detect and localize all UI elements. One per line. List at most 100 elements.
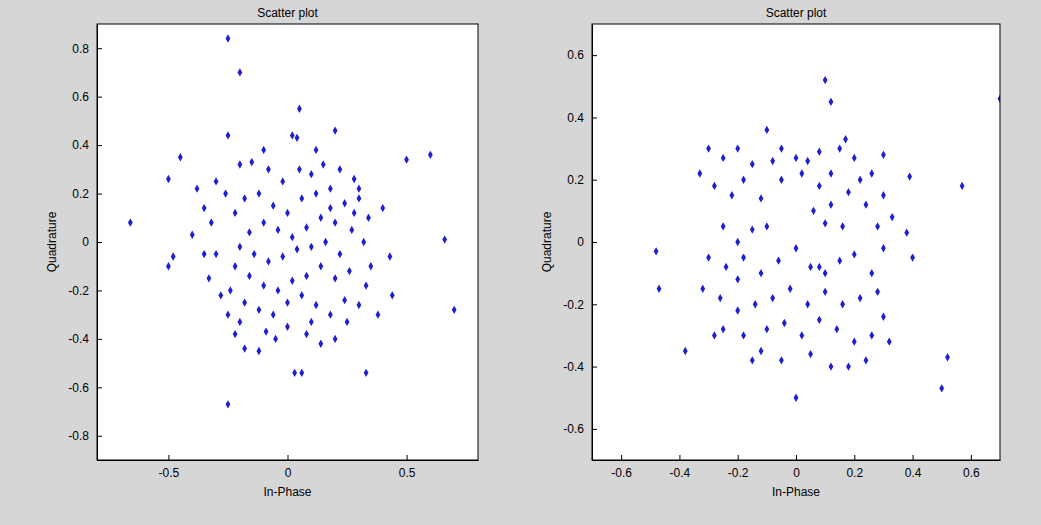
tick-mark xyxy=(97,97,102,98)
point xyxy=(380,204,385,212)
point xyxy=(364,369,369,377)
point xyxy=(207,274,212,282)
point xyxy=(352,175,357,183)
point xyxy=(318,214,323,222)
tick-mark xyxy=(97,436,102,437)
tick-mark xyxy=(97,339,102,340)
tick-label: -0.4 xyxy=(670,466,691,480)
point xyxy=(166,175,171,183)
point xyxy=(829,169,834,177)
point xyxy=(817,148,822,156)
tick: -0.4 xyxy=(68,332,102,346)
point xyxy=(387,252,392,260)
points xyxy=(654,76,1000,402)
point xyxy=(799,169,804,177)
point xyxy=(712,182,717,190)
point xyxy=(276,226,281,234)
point xyxy=(683,347,688,355)
point xyxy=(304,223,309,231)
point xyxy=(750,225,755,233)
tick-label: 0.8 xyxy=(72,42,89,56)
point xyxy=(712,331,717,339)
point xyxy=(805,157,810,165)
point xyxy=(829,200,834,208)
x-axis-title: In-Phase xyxy=(772,485,820,499)
point xyxy=(237,318,242,326)
point xyxy=(297,105,302,113)
point xyxy=(881,244,886,252)
point xyxy=(840,300,845,308)
point xyxy=(202,204,207,212)
point xyxy=(190,231,195,239)
tick-label: -0.6 xyxy=(68,381,89,395)
tick: -0.4 xyxy=(670,455,691,480)
point xyxy=(247,228,252,236)
point xyxy=(904,228,909,236)
tick-label: 0.6 xyxy=(567,48,584,62)
point xyxy=(318,262,323,270)
point xyxy=(741,176,746,184)
point xyxy=(829,98,834,106)
point xyxy=(257,189,262,197)
y-axis-title: Quadrature xyxy=(540,211,554,272)
point xyxy=(706,144,711,152)
tick-label: 0 xyxy=(285,466,292,480)
point xyxy=(764,222,769,230)
tick: 0.4 xyxy=(72,138,102,152)
tick-mark xyxy=(796,455,797,460)
axis-line xyxy=(593,460,1001,461)
tick-mark xyxy=(592,242,597,243)
tick-mark xyxy=(971,455,972,460)
point xyxy=(794,244,799,252)
point xyxy=(309,170,314,178)
point xyxy=(233,262,238,270)
tick-mark xyxy=(407,455,408,460)
point xyxy=(779,176,784,184)
points xyxy=(128,34,457,408)
point xyxy=(858,176,863,184)
plot-area xyxy=(97,24,478,460)
point xyxy=(276,286,281,294)
plot-area xyxy=(592,24,1000,460)
point xyxy=(759,347,764,355)
tick: 0.6 xyxy=(567,48,597,62)
tick-label: -0.6 xyxy=(611,466,632,480)
point xyxy=(390,291,395,299)
point xyxy=(817,316,822,324)
point xyxy=(657,285,662,293)
point xyxy=(261,281,266,289)
point xyxy=(357,301,362,309)
point xyxy=(829,362,834,370)
panel: -0.500.5-0.8-0.6-0.4-0.200.20.40.60.8Sca… xyxy=(45,6,479,499)
point xyxy=(750,356,755,364)
point xyxy=(788,285,793,293)
tick-mark xyxy=(592,117,597,118)
point xyxy=(228,286,233,294)
point xyxy=(837,144,842,152)
point xyxy=(960,182,965,190)
tick: 0.6 xyxy=(963,455,980,480)
tick: 0 xyxy=(82,235,102,249)
point xyxy=(907,172,912,180)
point xyxy=(342,199,347,207)
point xyxy=(852,154,857,162)
point xyxy=(811,207,816,215)
point xyxy=(779,144,784,152)
point xyxy=(290,233,295,241)
tick-label: 0.2 xyxy=(567,173,584,187)
point xyxy=(342,296,347,304)
point xyxy=(721,222,726,230)
point xyxy=(266,257,271,265)
tick: -0.2 xyxy=(563,298,597,312)
point xyxy=(297,165,302,173)
point xyxy=(881,151,886,159)
point xyxy=(333,274,338,282)
point xyxy=(261,218,266,226)
point xyxy=(328,204,333,212)
tick: -0.2 xyxy=(728,455,749,480)
point xyxy=(271,311,276,319)
point xyxy=(233,209,238,217)
point xyxy=(799,331,804,339)
point xyxy=(764,325,769,333)
tick-mark xyxy=(592,55,597,56)
